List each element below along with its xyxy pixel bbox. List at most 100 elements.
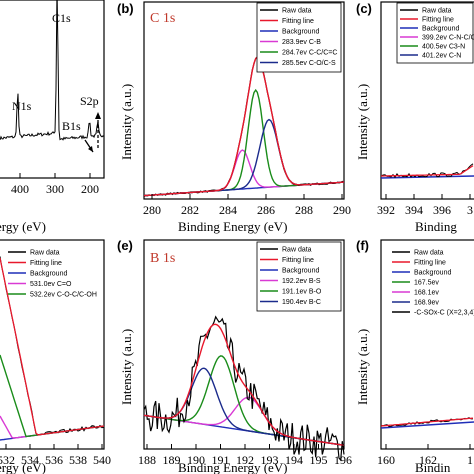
legend-entry: 284.7ev C-C/C=C <box>282 50 337 57</box>
legend-entry: Fitting line <box>30 260 62 267</box>
panel-e-ylabel: Intensity (a.u.) <box>119 329 134 405</box>
xtick-label: 280 <box>143 203 161 217</box>
xtick-label: 1 <box>467 453 473 467</box>
panel-b-xlabel: Binding Energy (eV) <box>178 219 288 234</box>
legend-entry: 167.5ev <box>414 280 439 287</box>
arrow-s2p-head <box>95 112 101 119</box>
legend-entry: 400.5ev C3-N <box>422 44 465 51</box>
xtick-label: 538 <box>69 453 87 467</box>
legend-entry: Background <box>422 26 459 33</box>
background-line <box>380 421 474 429</box>
panel-a: C1s N1s B1s S2p 400 300 200 ergy (eV) <box>0 0 105 234</box>
legend-entry: Fitting line <box>282 257 314 264</box>
arrow-b1s-head <box>88 146 93 152</box>
xtick-label: 534 <box>21 453 39 467</box>
xtick-label: 195 <box>310 453 328 467</box>
xtick-label: 532 <box>0 453 15 467</box>
legend-entry: Fitting line <box>282 18 314 25</box>
raw-data-line <box>380 163 474 179</box>
panel-c-label: (c) <box>356 1 372 16</box>
legend-entry: 399.2ev C-N-C/C <box>422 35 474 42</box>
peak-label-c1s: C1s <box>52 11 71 25</box>
xtick-label: 193 <box>261 453 279 467</box>
legend-entry: -C-SOx-C (X=2,3,4) <box>414 310 474 317</box>
xtick-label: 394 <box>405 203 423 217</box>
xtick-label: 284 <box>219 203 237 217</box>
panel-c-ylabel: Intensity (a.u.) <box>355 84 370 160</box>
peak-label-b1s: B1s <box>62 119 81 133</box>
component-peak-2 <box>0 354 105 438</box>
panel-d-plot-area <box>0 256 105 441</box>
fitting-line <box>0 257 105 436</box>
xtick-label: 189 <box>163 453 181 467</box>
panel-f-label: (f) <box>356 238 369 253</box>
fitting-line <box>143 56 345 197</box>
panel-e-legend: Raw data Fitting line Background 192.2ev B-… <box>256 241 342 312</box>
legend-entry: Background <box>282 268 319 275</box>
xtick-label: 396 <box>433 203 451 217</box>
legend-entry: Raw data <box>282 247 312 254</box>
panel-d-frame <box>0 239 105 450</box>
component-peak-3 <box>143 367 345 446</box>
legend-entry: 285.5ev C-O/C-S <box>282 60 336 67</box>
legend-entry: Raw data <box>30 250 60 257</box>
legend-entry: Background <box>414 270 451 277</box>
panel-f-xticks: 160 162 1 <box>377 444 473 467</box>
panel-e-title: B 1s <box>150 251 175 266</box>
background-line <box>380 175 474 179</box>
panel-e-plot-area <box>143 315 345 462</box>
peak-label-n1s: N1s <box>12 99 32 113</box>
legend-entry: 401.2ev C-N <box>422 53 461 60</box>
panel-f: (f) Intensity (a.u.) 160 162 1 Bindin Raw … <box>355 238 474 474</box>
panel-e: (e) B 1s Intensity (a.u.) 188 189 190 191 19… <box>117 238 352 474</box>
legend-box <box>396 2 474 64</box>
legend-entry: 168.1ev <box>414 290 439 297</box>
panel-b-xticks: 280 282 284 286 288 290 <box>143 194 351 217</box>
panel-c-xticks: 392 394 396 3 <box>377 194 473 217</box>
xtick-label: 196 <box>334 453 352 467</box>
panel-f-frame <box>380 239 474 450</box>
fitting-line <box>381 165 474 177</box>
panel-c: (c) Intensity (a.u.) 392 394 396 3 Binding … <box>355 1 474 234</box>
xtick-label: 300 <box>46 182 64 196</box>
fitting-line <box>143 323 345 446</box>
legend-entry: Fitting line <box>414 260 446 267</box>
xtick-label: 162 <box>419 453 437 467</box>
panel-b-plot-area <box>143 56 345 197</box>
component-peak-2 <box>143 88 345 197</box>
panel-a-frame <box>0 0 105 179</box>
xtick-label: 160 <box>377 453 395 467</box>
xtick-label: 288 <box>295 203 313 217</box>
xtick-label: 400 <box>11 182 29 196</box>
panel-f-ylabel: Intensity (a.u.) <box>355 329 370 405</box>
legend-box <box>256 2 342 73</box>
xtick-label: 192 <box>236 453 254 467</box>
xtick-label: 540 <box>93 453 111 467</box>
panel-b-frame <box>143 1 345 200</box>
xtick-label: 392 <box>377 203 395 217</box>
panel-e-xticks: 188 189 190 191 192 193 194 195 196 <box>138 444 352 467</box>
panel-a-xticks: 400 300 200 <box>11 173 99 196</box>
xtick-label: 282 <box>181 203 199 217</box>
legend-entry: Raw data <box>422 8 452 15</box>
panel-e-frame <box>143 239 345 450</box>
legend-entry: Raw data <box>414 250 444 257</box>
panel-b-label: (b) <box>117 1 134 16</box>
legend-entry: Raw data <box>282 8 312 15</box>
component-peak-1 <box>0 415 105 439</box>
panel-c-legend: Raw data Fitting line Background 399.2ev C-… <box>396 2 474 64</box>
panel-c-xlabel: Binding <box>415 219 457 234</box>
peak-label-s2p: S2p <box>80 94 99 108</box>
legend-entry: 192.2ev B-S <box>282 278 321 285</box>
panel-e-xlabel: Binding Energy (eV) <box>178 460 288 474</box>
panel-c-frame <box>380 1 474 200</box>
legend-entry: 191.1ev B-O <box>282 289 322 296</box>
raw-data-line <box>143 315 345 462</box>
xtick-label: 194 <box>285 453 303 467</box>
xtick-label: 290 <box>333 203 351 217</box>
legend-entry: 532.2ev C-O-C/C-OH <box>30 292 97 299</box>
xtick-label: 3 <box>467 203 473 217</box>
panel-f-xlabel: Bindin <box>415 460 451 474</box>
xtick-label: 200 <box>81 182 99 196</box>
